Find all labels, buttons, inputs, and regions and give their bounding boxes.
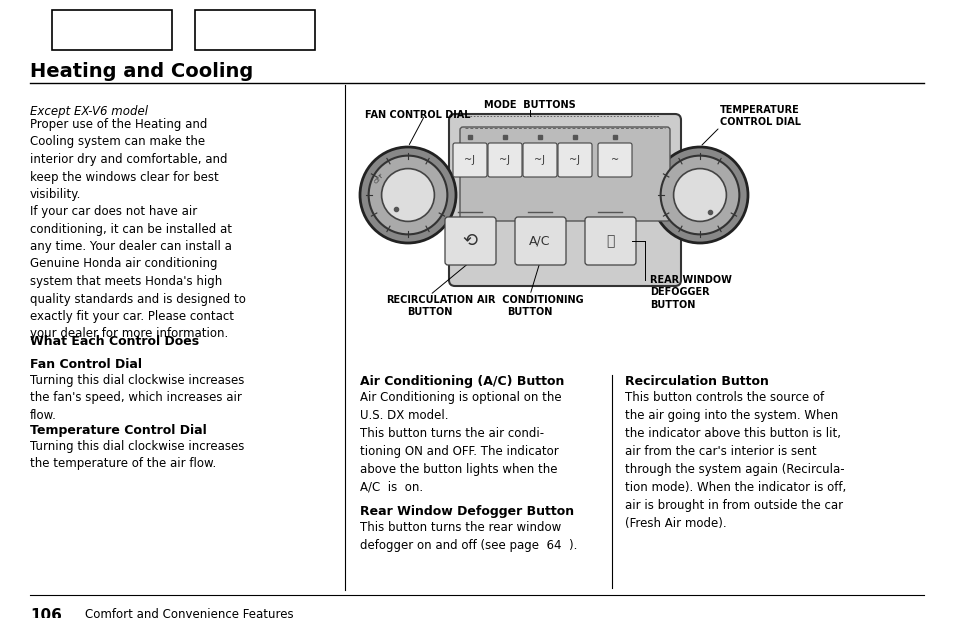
Circle shape	[359, 147, 456, 243]
Text: Rear Window Defogger Button: Rear Window Defogger Button	[359, 505, 574, 518]
Text: Recirculation Button: Recirculation Button	[624, 375, 768, 388]
Circle shape	[659, 156, 739, 234]
FancyBboxPatch shape	[488, 143, 521, 177]
Text: If your car does not have air
conditioning, it can be installed at
any time. You: If your car does not have air conditioni…	[30, 205, 246, 341]
Text: Air Conditioning is optional on the
U.S. DX model.
This button turns the air con: Air Conditioning is optional on the U.S.…	[359, 391, 561, 494]
FancyBboxPatch shape	[449, 114, 680, 286]
Text: ~J: ~J	[569, 155, 579, 165]
Text: Fan Control Dial: Fan Control Dial	[30, 358, 142, 371]
Text: Air Conditioning (A/C) Button: Air Conditioning (A/C) Button	[359, 375, 564, 388]
Text: FAN CONTROL DIAL: FAN CONTROL DIAL	[365, 110, 470, 120]
Text: Comfort and Convenience Features: Comfort and Convenience Features	[85, 608, 294, 618]
FancyBboxPatch shape	[515, 217, 565, 265]
Text: This button turns the rear window
defogger on and off (see page  64  ).: This button turns the rear window defogg…	[359, 521, 577, 552]
Text: OFF: OFF	[373, 172, 385, 185]
Text: TEMPERATURE
CONTROL DIAL: TEMPERATURE CONTROL DIAL	[720, 105, 801, 127]
Text: Heating and Cooling: Heating and Cooling	[30, 62, 253, 81]
Text: ~J: ~J	[464, 155, 475, 165]
Text: REAR WINDOW
DEFOGGER
BUTTON: REAR WINDOW DEFOGGER BUTTON	[649, 275, 731, 310]
Text: ⟲: ⟲	[462, 232, 477, 250]
FancyBboxPatch shape	[584, 217, 636, 265]
Text: ⦿: ⦿	[605, 234, 614, 248]
Bar	[194, 10, 314, 50]
FancyBboxPatch shape	[453, 143, 486, 177]
Text: A/C: A/C	[529, 234, 550, 247]
Text: AIR  CONDITIONING
BUTTON: AIR CONDITIONING BUTTON	[476, 295, 582, 318]
Text: This button controls the source of
the air going into the system. When
the indic: This button controls the source of the a…	[624, 391, 845, 530]
Text: Proper use of the Heating and
Cooling system can make the
interior dry and comfo: Proper use of the Heating and Cooling sy…	[30, 118, 227, 201]
Bar	[52, 10, 172, 50]
Text: MODE  BUTTONS: MODE BUTTONS	[483, 100, 576, 110]
Text: Turning this dial clockwise increases
the temperature of the air flow.: Turning this dial clockwise increases th…	[30, 440, 244, 470]
FancyBboxPatch shape	[522, 143, 557, 177]
Text: RECIRCULATION
BUTTON: RECIRCULATION BUTTON	[386, 295, 473, 318]
Circle shape	[381, 169, 434, 221]
FancyBboxPatch shape	[459, 127, 669, 221]
Text: ~J: ~J	[499, 155, 510, 165]
Circle shape	[368, 156, 447, 234]
FancyBboxPatch shape	[444, 217, 496, 265]
Text: ~: ~	[610, 155, 618, 165]
Text: Except EX-V6 model: Except EX-V6 model	[30, 105, 148, 118]
Text: Turning this dial clockwise increases
the fan's speed, which increases air
flow.: Turning this dial clockwise increases th…	[30, 374, 244, 422]
Text: ~J: ~J	[534, 155, 545, 165]
Text: Temperature Control Dial: Temperature Control Dial	[30, 424, 207, 437]
FancyBboxPatch shape	[598, 143, 631, 177]
Circle shape	[673, 169, 725, 221]
FancyBboxPatch shape	[558, 143, 592, 177]
Text: 106: 106	[30, 608, 62, 618]
Circle shape	[651, 147, 747, 243]
Text: What Each Control Does: What Each Control Does	[30, 335, 199, 348]
